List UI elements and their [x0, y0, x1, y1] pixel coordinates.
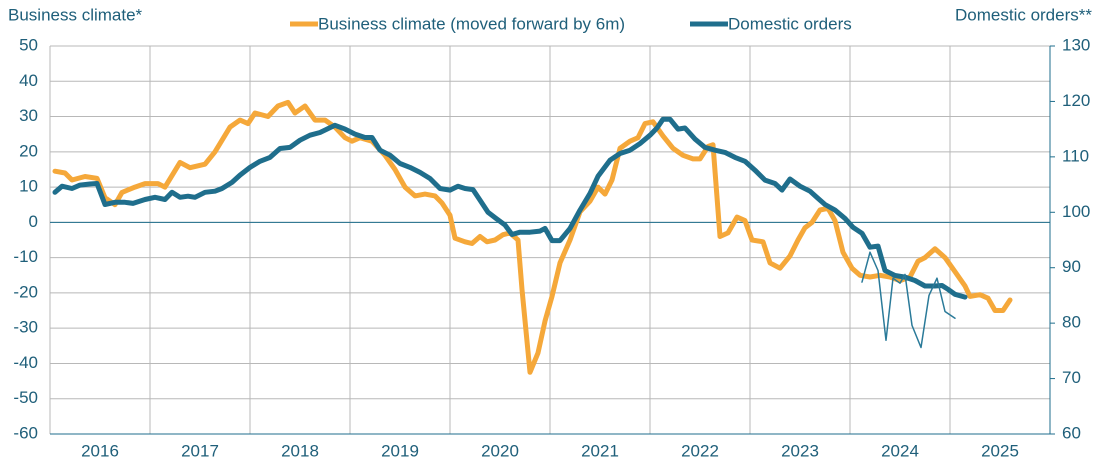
x-tick-label: 2020 [481, 441, 519, 460]
y-tick-label: 10 [19, 177, 38, 196]
y-tick-label: -30 [13, 318, 38, 337]
y-tick-label: 30 [19, 106, 38, 125]
x-tick-label: 2023 [781, 441, 819, 460]
data-line [52, 99, 1013, 375]
data-line [52, 116, 968, 300]
legend-label: Business climate (moved forward by 6m) [318, 14, 625, 33]
y-tick-label: -50 [13, 388, 38, 407]
x-tick-label: 2024 [881, 441, 919, 460]
y2-tick-label: 110 [1062, 146, 1089, 165]
y2-tick-label: 100 [1062, 202, 1090, 221]
x-tick-label: 2017 [181, 441, 219, 460]
y2-tick-label: 90 [1062, 257, 1081, 276]
y-tick-label: -60 [13, 423, 38, 442]
y-tick-label: 50 [19, 35, 38, 54]
x-tick-label: 2018 [281, 441, 319, 460]
x-tick-label: 2022 [681, 441, 719, 460]
data-line [861, 251, 956, 349]
y-tick-label: 40 [19, 71, 38, 90]
legend-label: Domestic orders [728, 14, 852, 33]
y2-tick-label: 70 [1062, 368, 1081, 387]
y-tick-label: 0 [29, 212, 38, 231]
y2-tick-label: 120 [1062, 91, 1090, 110]
x-tick-label: 2016 [81, 441, 119, 460]
y2-tick-label: 80 [1062, 313, 1081, 332]
x-tick-label: 2025 [981, 441, 1019, 460]
y-tick-label: 20 [19, 141, 38, 160]
y2-tick-label: 130 [1062, 35, 1090, 54]
y-tick-label: -10 [13, 247, 38, 266]
y-tick-label: -40 [13, 353, 38, 372]
y2-axis-title: Domestic orders** [955, 5, 1092, 24]
y-tick-label: -20 [13, 282, 38, 301]
x-tick-label: 2021 [581, 441, 619, 460]
y2-tick-label: 60 [1062, 423, 1081, 442]
x-tick-label: 2019 [381, 441, 419, 460]
y-axis-title: Business climate* [8, 5, 143, 24]
